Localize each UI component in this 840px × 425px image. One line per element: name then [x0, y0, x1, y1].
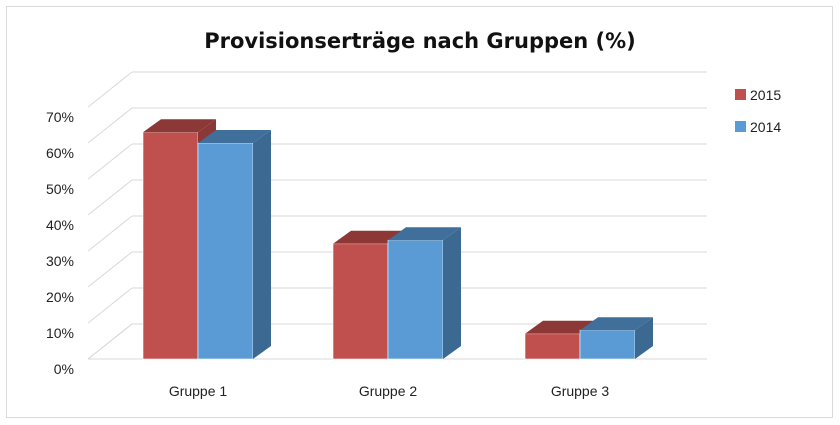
x-axis-categories: Gruppe 1 Gruppe 2 Gruppe 3 [169, 383, 610, 399]
chart-title: Provisionserträge nach Gruppen (%) [204, 29, 636, 53]
gridline-side [87, 107, 133, 144]
gridline-side [87, 323, 133, 360]
bar-side [635, 317, 653, 359]
bar [579, 317, 653, 360]
legend-swatch [735, 121, 746, 132]
x-category-label: Gruppe 2 [359, 383, 418, 399]
gridline-side [87, 71, 133, 108]
gridline-side [87, 143, 133, 180]
bars [142, 119, 653, 360]
bar [387, 227, 461, 360]
bar-side [253, 130, 271, 359]
legend-label: 2014 [750, 119, 781, 135]
gridline-side [87, 179, 133, 216]
x-category-label: Gruppe 1 [169, 383, 228, 399]
bar-front [579, 329, 636, 360]
y-tick-label: 50% [46, 181, 74, 197]
bar-front [197, 142, 254, 360]
y-tick-label: 0% [54, 361, 74, 377]
legend: 2015 2014 [735, 87, 781, 135]
bar-side [443, 227, 461, 359]
bar-front [332, 243, 389, 360]
gridline-side [87, 251, 133, 288]
bar-front [524, 333, 581, 360]
y-tick-label: 70% [46, 109, 74, 125]
y-tick-label: 40% [46, 217, 74, 233]
legend-swatch [735, 89, 746, 100]
gridline-side [87, 287, 133, 324]
legend-label: 2015 [750, 87, 781, 103]
bar-front [387, 239, 444, 360]
bar [197, 130, 271, 360]
bar-front [142, 131, 199, 360]
y-tick-label: 60% [46, 145, 74, 161]
y-tick-label: 20% [46, 289, 74, 305]
y-axis-ticks: 0% 10% 20% 30% 40% 50% 60% 70% [46, 109, 74, 377]
gridline-side [87, 215, 133, 252]
bar-top [198, 130, 271, 143]
y-tick-label: 30% [46, 253, 74, 269]
bar-top [388, 227, 461, 241]
x-category-label: Gruppe 3 [551, 383, 610, 399]
bar-top [143, 119, 216, 133]
y-tick-label: 10% [46, 325, 74, 341]
bar-top [580, 317, 653, 331]
